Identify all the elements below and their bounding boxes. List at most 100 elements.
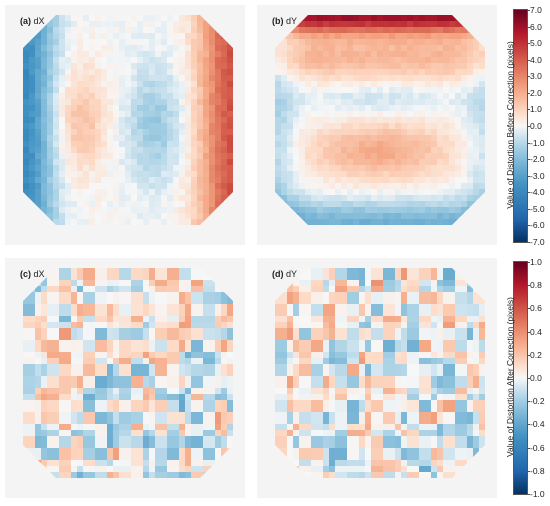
heatmap-cell xyxy=(59,147,66,154)
heatmap-cell xyxy=(473,75,480,82)
heatmap-cell xyxy=(47,358,54,365)
heatmap-cell xyxy=(77,57,84,64)
heatmap-cell xyxy=(185,165,192,172)
heatmap-cell xyxy=(95,400,102,407)
heatmap-cell xyxy=(71,117,78,124)
heatmap-cell xyxy=(371,75,378,82)
heatmap-cell xyxy=(203,298,210,305)
heatmap-cell xyxy=(473,418,480,425)
heatmap-cell xyxy=(149,322,156,329)
heatmap-cell xyxy=(113,117,120,124)
heatmap-cell xyxy=(23,412,30,419)
heatmap-cell xyxy=(443,141,450,148)
heatmap-cell xyxy=(365,213,372,220)
heatmap-cell xyxy=(329,400,336,407)
heatmap-cell xyxy=(371,274,378,281)
heatmap-cell xyxy=(371,45,378,52)
heatmap-cell xyxy=(209,141,216,148)
heatmap-cell xyxy=(185,412,192,419)
heatmap-cell xyxy=(293,346,300,353)
heatmap-cell xyxy=(161,400,168,407)
heatmap-cell xyxy=(77,87,84,94)
heatmap-cell xyxy=(179,183,186,190)
heatmap-cell xyxy=(299,135,306,142)
heatmap-cell xyxy=(185,430,192,437)
heatmap-cell xyxy=(101,346,108,353)
heatmap-cell xyxy=(425,364,432,371)
heatmap-cell xyxy=(113,69,120,76)
heatmap-cell xyxy=(59,27,66,34)
heatmap-cell xyxy=(371,430,378,437)
heatmap-cell xyxy=(53,135,60,142)
heatmap-cell xyxy=(293,81,300,88)
heatmap-cell xyxy=(341,123,348,130)
heatmap-cell xyxy=(29,382,36,389)
heatmap-cell xyxy=(323,322,330,329)
heatmap-cell xyxy=(371,280,378,287)
heatmap-cell xyxy=(83,394,90,401)
heatmap-cell xyxy=(53,364,60,371)
heatmap-cell xyxy=(221,412,228,419)
heatmap-cell xyxy=(167,322,174,329)
heatmap-cell xyxy=(365,412,372,419)
heatmap-cell xyxy=(221,346,228,353)
heatmap-cell xyxy=(281,63,288,70)
heatmap-cell xyxy=(101,304,108,311)
heatmap-cell xyxy=(143,69,150,76)
heatmap-cell xyxy=(443,280,450,287)
heatmap-cell xyxy=(305,159,312,166)
heatmap-cell xyxy=(221,430,228,437)
heatmap-cell xyxy=(221,334,228,341)
heatmap-cell xyxy=(431,274,438,281)
heatmap-cell xyxy=(323,280,330,287)
heatmap-cell xyxy=(107,268,114,275)
heatmap-cell xyxy=(29,213,36,220)
heatmap-cell xyxy=(149,346,156,353)
heatmap-cell xyxy=(437,454,444,461)
heatmap-cell xyxy=(395,376,402,383)
heatmap-cell xyxy=(167,153,174,160)
heatmap-cell xyxy=(359,99,366,106)
heatmap-cell xyxy=(401,45,408,52)
heatmap-cell xyxy=(95,370,102,377)
heatmap-cell xyxy=(71,63,78,70)
heatmap-cell xyxy=(329,412,336,419)
heatmap-cell xyxy=(77,460,84,467)
heatmap-cell xyxy=(53,207,60,214)
heatmap-cell xyxy=(455,141,462,148)
heatmap-cell xyxy=(305,15,312,22)
heatmap-cell xyxy=(443,93,450,100)
heatmap-cell xyxy=(467,400,474,407)
heatmap-cell xyxy=(425,141,432,148)
heatmap-cell xyxy=(287,165,294,172)
heatmap-cell xyxy=(371,15,378,22)
heatmap-cell xyxy=(323,454,330,461)
heatmap-cell xyxy=(173,304,180,311)
heatmap-cell xyxy=(143,382,150,389)
heatmap-cell xyxy=(383,201,390,208)
heatmap-cell xyxy=(59,334,66,341)
heatmap-cell xyxy=(185,298,192,305)
heatmap-cell xyxy=(449,430,456,437)
heatmap-cell xyxy=(407,177,414,184)
heatmap-cell xyxy=(35,394,42,401)
heatmap-cell xyxy=(197,298,204,305)
heatmap-cell xyxy=(185,117,192,124)
heatmap-cell xyxy=(47,75,54,82)
heatmap-cell xyxy=(197,87,204,94)
heatmap-cell xyxy=(293,358,300,365)
heatmap-cell xyxy=(299,418,306,425)
heatmap-cell xyxy=(281,195,288,202)
heatmap-cell xyxy=(431,129,438,136)
heatmap-cell xyxy=(473,430,480,437)
heatmap-cell xyxy=(371,189,378,196)
heatmap-cell xyxy=(383,340,390,347)
heatmap-cell xyxy=(107,153,114,160)
heatmap-cell xyxy=(293,141,300,148)
heatmap-cell xyxy=(359,388,366,395)
heatmap-cell xyxy=(113,51,120,58)
heatmap-cell xyxy=(329,117,336,124)
heatmap-cell xyxy=(383,268,390,275)
heatmap-cell xyxy=(479,370,485,377)
heatmap-cell xyxy=(107,141,114,148)
